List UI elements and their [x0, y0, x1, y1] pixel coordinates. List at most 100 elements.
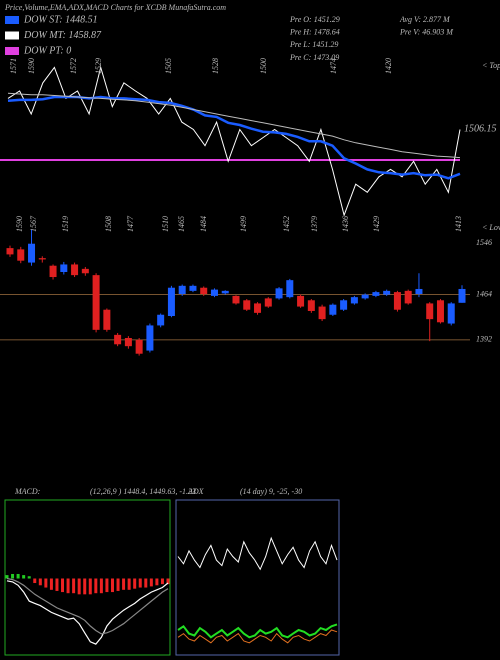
- macd-bar: [38, 578, 42, 586]
- macd-bar: [138, 578, 142, 588]
- macd-bar: [33, 578, 37, 584]
- low-label: 1429: [372, 216, 381, 232]
- info-text: Pre C: 1473.09: [289, 53, 339, 62]
- info-text: Pre L: 1451.29: [289, 40, 338, 49]
- low-label: 1452: [282, 216, 291, 232]
- candle-body: [361, 294, 369, 299]
- macd-bar: [155, 578, 159, 586]
- macd-bar: [110, 578, 114, 593]
- candle-body: [318, 306, 326, 320]
- macd-label: MACD:: [14, 487, 41, 496]
- low-label: 1413: [454, 216, 463, 232]
- macd-bar: [5, 575, 9, 579]
- candle-body: [200, 287, 208, 294]
- price-line: [7, 92, 461, 159]
- legend-swatch: [5, 31, 19, 40]
- candle-body: [146, 325, 154, 351]
- y-tick-label: 1392: [476, 335, 492, 344]
- top-label: 1529: [94, 58, 103, 74]
- candle-body: [447, 303, 455, 324]
- candle-body: [210, 289, 218, 296]
- low-label: 1519: [61, 216, 70, 232]
- top-label: 1505: [164, 58, 173, 74]
- candle-body: [38, 258, 46, 260]
- candle-body: [135, 339, 143, 354]
- candle-body: [232, 295, 240, 304]
- macd-bar: [88, 578, 92, 595]
- adx-line: [177, 536, 338, 571]
- low-label: 1484: [199, 216, 208, 232]
- adx-line: [177, 629, 338, 644]
- candle-body: [71, 264, 79, 276]
- candle-body: [189, 285, 197, 291]
- low-label: 1499: [239, 216, 248, 232]
- adx-label: ADX: [187, 487, 205, 496]
- info-text: Pre V: 46.903 M: [399, 28, 454, 37]
- macd-line: [6, 580, 169, 645]
- info-text: Pre O: 1451.29: [289, 15, 340, 24]
- top-label: 1474: [329, 58, 338, 74]
- low-label: 1465: [177, 216, 186, 232]
- candle-body: [114, 334, 122, 345]
- candle-body: [372, 292, 380, 296]
- candle-body: [92, 275, 100, 330]
- candle-body: [124, 338, 132, 347]
- candle-body: [350, 297, 358, 304]
- macd-bar: [27, 576, 31, 579]
- low-label: 1436: [341, 216, 350, 232]
- candle-body: [60, 264, 68, 272]
- macd-bar: [16, 573, 20, 579]
- candle-body: [178, 285, 186, 294]
- candle-body: [49, 265, 57, 278]
- end-label: 1506.15: [464, 124, 497, 135]
- candle-body: [28, 243, 36, 263]
- candle-body: [6, 248, 14, 255]
- adx-line: [177, 623, 338, 639]
- y-tick-label: 1546: [476, 238, 492, 247]
- info-text: Avg V: 2.877 M: [399, 15, 451, 24]
- low-label: 1379: [310, 216, 319, 232]
- candle-body: [383, 290, 391, 295]
- macd-bar: [127, 578, 131, 590]
- macd-bar: [149, 578, 153, 587]
- macd-bar: [122, 578, 126, 590]
- candle-body: [264, 298, 272, 307]
- candle-body: [17, 249, 25, 261]
- top-label: 1420: [384, 58, 393, 74]
- candle-body: [307, 300, 315, 311]
- candle-body: [297, 295, 305, 307]
- candle-body: [415, 288, 423, 294]
- legend-swatch: [5, 16, 19, 24]
- top-label: 1571: [9, 58, 18, 74]
- candle-body: [103, 309, 111, 330]
- macd-bar: [77, 578, 81, 595]
- candle-body: [340, 300, 348, 310]
- macd-bar: [72, 578, 76, 594]
- y-tick-label: 1464: [476, 289, 492, 298]
- chart-title: Price,Volume,EMA,ADX,MACD Charts for XCD…: [4, 3, 226, 12]
- candle-body: [167, 287, 175, 316]
- low-label: 1477: [126, 215, 135, 232]
- macd-bar: [83, 578, 87, 595]
- legend-label: DOW MT: 1458.87: [23, 30, 102, 41]
- adx-values: (14 day) 9, -25, -30: [240, 487, 302, 496]
- macd-bar: [55, 578, 59, 591]
- top-label: 1590: [27, 58, 36, 74]
- candle-body: [275, 288, 283, 299]
- macd-bar: [44, 578, 48, 588]
- low-label: 1567: [29, 215, 38, 232]
- macd-bar: [11, 573, 15, 579]
- candle-body: [243, 300, 251, 310]
- lows-marker: < Lows: [482, 223, 500, 232]
- macd-line: [6, 577, 169, 635]
- macd-bar: [49, 578, 53, 590]
- candle-body: [458, 288, 466, 303]
- legend-label: DOW ST: 1448.51: [23, 14, 98, 25]
- macd-bar: [105, 578, 109, 593]
- macd-bar: [61, 578, 65, 593]
- candle-body: [286, 280, 294, 298]
- low-label: 1590: [15, 216, 24, 232]
- macd-bar: [94, 578, 98, 594]
